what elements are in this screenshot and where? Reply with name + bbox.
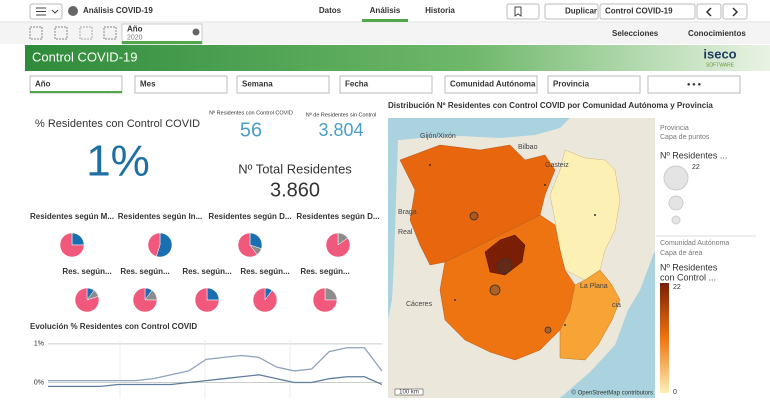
pie-title: Res. según... [240, 267, 289, 276]
pie-slice [132, 287, 158, 313]
tab[interactable]: Datos [319, 6, 342, 15]
pie-slice [324, 287, 338, 301]
duplicate-label: Duplicar [565, 7, 597, 16]
kpi-title: Nº de Residentes sin Control [306, 111, 377, 118]
line-series [48, 374, 383, 388]
legend-value: 22 [673, 284, 681, 291]
selection-value: 2020 [127, 34, 143, 41]
selection-field: Año [127, 25, 143, 34]
pie-slice [312, 287, 338, 313]
legend-value: 0 [673, 389, 677, 396]
sheet-header [25, 45, 770, 71]
place-label: Braga [398, 209, 417, 216]
pie-title: Res. según... [62, 267, 111, 276]
pie-slice [59, 232, 85, 258]
kpi-value: 1% [86, 137, 150, 186]
place-label: Gasteiz [545, 162, 569, 169]
pie-slice [237, 232, 258, 258]
more-filters[interactable] [647, 75, 741, 94]
filter-label: Provincia [553, 80, 590, 89]
pie-title: Res. según... [182, 267, 231, 276]
selections-button[interactable] [580, 23, 660, 44]
map-scale: 100 km [399, 390, 419, 396]
svg-text:● ● ●: ● ● ● [687, 82, 702, 88]
place-label: Bilbao [518, 144, 538, 151]
y-tick-label: 1% [34, 341, 44, 348]
kpi-value: 3.804 [318, 120, 363, 140]
pie-title: Residentes según In... [118, 212, 202, 221]
place-label: La Plana [580, 283, 608, 290]
sheet-name: Control COVID-19 [605, 7, 673, 16]
filter-label: Mes [140, 80, 156, 89]
kpi-title: Nº Residentes con Control COVID [209, 109, 293, 116]
y-tick-label: 0% [34, 379, 44, 386]
tab[interactable]: Análisis [370, 6, 401, 15]
kpi-value: 56 [240, 119, 262, 141]
selections-label: Selecciones [612, 29, 659, 38]
place-label: cia [612, 302, 621, 309]
next-button[interactable] [722, 3, 748, 20]
pie-title: Res. según... [300, 267, 349, 276]
app-title: Análisis COVID-19 [83, 6, 153, 15]
filter-box[interactable] [339, 75, 433, 94]
map-attribution: © OpenStreetMap contributors [572, 390, 653, 397]
tab[interactable]: Historia [425, 6, 455, 15]
filter-label: Año [35, 80, 51, 89]
insights-label[interactable]: Conocimientos [688, 29, 746, 38]
legend-measure: con Control ... [660, 272, 716, 282]
filter-box[interactable] [444, 75, 538, 94]
sheet-selector[interactable] [599, 3, 696, 20]
map-title: Distribución Nº Residentes con Control C… [388, 101, 713, 110]
pie-slice [194, 287, 220, 313]
legend-subtitle: Capa de área [660, 250, 703, 257]
logo: iseco [703, 46, 736, 61]
legend-title: Comunidad Autónoma [660, 240, 729, 247]
filter-label: Fecha [345, 80, 369, 89]
pie-slice [147, 232, 161, 257]
duplicate-button[interactable] [544, 3, 599, 20]
legend-subtitle: Capa de puntos [660, 134, 710, 141]
pie-slice [206, 287, 220, 301]
pie-slice [325, 232, 351, 258]
kpi-title: % Residentes con Control COVID [35, 118, 200, 130]
map-legend [656, 118, 756, 398]
bookmark-button[interactable] [506, 3, 540, 20]
pie-title: Residentes según D... [208, 212, 291, 221]
logo-sub: SOFTWARE [706, 62, 735, 68]
pie-slice [74, 287, 100, 313]
filter-underline [30, 91, 122, 93]
filter-box[interactable] [236, 75, 330, 94]
filter-label: Comunidad Autónoma [450, 80, 536, 89]
place-label: Real [398, 229, 413, 236]
map[interactable] [388, 118, 655, 398]
legend-value: 22 [692, 164, 700, 171]
line-chart-title: Evolución % Residentes con Control COVID [30, 322, 197, 331]
line-series [48, 347, 383, 382]
legend-title: Provincia [660, 125, 689, 132]
filter-box[interactable] [134, 75, 228, 94]
place-label: Cáceres [406, 301, 433, 308]
filter-box[interactable] [547, 75, 641, 94]
sheet-title: Control COVID-19 [32, 49, 137, 64]
place-label: Gijón/Xixón [420, 133, 456, 140]
pie-slice [71, 232, 85, 246]
filter-label: Semana [242, 80, 273, 89]
pie-slice [252, 287, 278, 313]
pie-title: Res. según... [120, 267, 169, 276]
legend-measure: Nº Residentes [660, 262, 718, 272]
prev-button[interactable] [696, 3, 722, 20]
kpi-value: 3.860 [270, 179, 320, 201]
kpi-title: Nº Total Residentes [238, 161, 352, 176]
pie-title: Residentes según M... [30, 212, 114, 221]
pie-title: Residentes según D... [296, 212, 379, 221]
legend-measure: Nº Residentes ... [660, 150, 727, 160]
